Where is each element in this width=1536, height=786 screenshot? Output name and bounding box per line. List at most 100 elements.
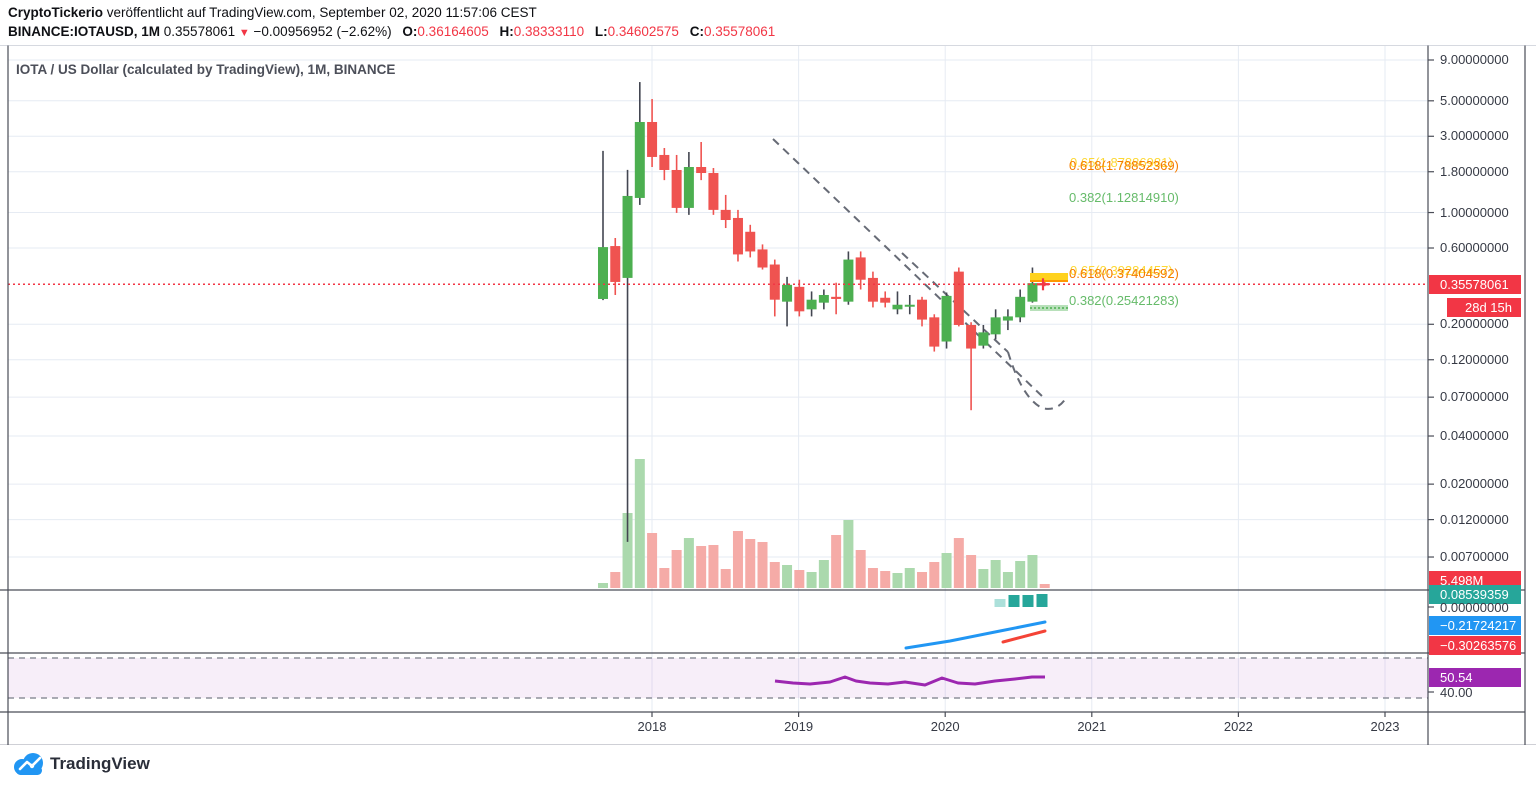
- candle-body: [806, 299, 817, 310]
- candlestick-series: [598, 82, 1050, 542]
- histogram-bar: [1022, 595, 1034, 607]
- price-axis-badge: −0.30263576: [1429, 635, 1521, 655]
- candle-body: [904, 304, 915, 307]
- symbol-line: BINANCE:IOTAUSD, 1M 0.35578061 ▼ −0.0095…: [8, 24, 775, 39]
- fib-retracement-drawing[interactable]: [1030, 273, 1068, 311]
- year-label[interactable]: 2021: [1077, 719, 1107, 734]
- rsi-band: [8, 657, 1428, 699]
- close-label: C:: [689, 24, 704, 39]
- fib-label-upper-065[interactable]: 0.65(1.87886981): [1070, 155, 1173, 170]
- volume-bar: [892, 573, 903, 588]
- candle-body: [917, 299, 928, 320]
- current-price-line: [8, 278, 1428, 291]
- candle-body: [683, 167, 694, 208]
- candle-body: [598, 247, 608, 299]
- indicator-pane-2: [904, 594, 1048, 650]
- year-label[interactable]: 2018: [637, 719, 667, 734]
- axis-ticks: [651, 59, 1434, 717]
- fib-label-lower-065[interactable]: 0.65(0.39284457): [1070, 263, 1173, 278]
- candle-body: [990, 317, 1001, 335]
- volume-bar: [598, 583, 608, 588]
- down-arrow-icon: ▼: [238, 27, 250, 39]
- volume-bar: [867, 568, 878, 588]
- indicator-red-line: [1001, 629, 1047, 644]
- volume-bar: [855, 550, 866, 588]
- candle-body: [696, 167, 707, 174]
- candle-body: [978, 332, 989, 346]
- volume-bar: [990, 560, 1001, 588]
- high-label: H:: [499, 24, 514, 39]
- brand-name[interactable]: TradingView: [50, 754, 150, 773]
- price-tick-label: 0.04000000: [1440, 428, 1509, 443]
- year-label[interactable]: 2019: [784, 719, 814, 734]
- fib-label-upper-0382[interactable]: 0.382(1.12814910): [1069, 190, 1179, 205]
- candle-body: [720, 209, 731, 221]
- volume-bar: [622, 513, 633, 588]
- candle-body: [831, 296, 842, 299]
- year-label[interactable]: 2020: [930, 719, 960, 734]
- volume-bar: [1002, 572, 1013, 588]
- volume-bar: [769, 562, 780, 588]
- price-tick-label: 0.60000000: [1440, 240, 1509, 255]
- candle-body: [929, 317, 940, 347]
- histogram-bar: [994, 599, 1006, 607]
- price-axis-badge: 50.54: [1429, 667, 1521, 687]
- candle-body: [818, 294, 829, 303]
- open-label: O:: [402, 24, 418, 39]
- indicator-blue-line: [904, 620, 1047, 650]
- open-value: 0.36164605: [417, 24, 489, 39]
- candle-body: [953, 271, 964, 325]
- falling-wedge-drawing[interactable]: [772, 138, 1067, 410]
- candle-body: [855, 257, 866, 280]
- volume-bar: [929, 562, 940, 588]
- histogram-bar: [1008, 595, 1020, 607]
- volume-bar: [818, 560, 829, 588]
- chart-title: IOTA / US Dollar (calculated by TradingV…: [16, 62, 396, 77]
- volume-bar: [647, 533, 658, 588]
- candle-body: [757, 249, 768, 268]
- price-tick-label: 3.00000000: [1440, 128, 1509, 144]
- fib-label-upper-0618[interactable]: 0.618(1.78852369): [1069, 158, 1179, 173]
- price-tick-label: 5.00000000: [1440, 92, 1509, 108]
- price-axis-badge: 28d 15h: [1447, 297, 1521, 317]
- candle-body: [671, 169, 682, 208]
- low-value: 0.34602575: [607, 24, 679, 39]
- price-tick-label: 0.02000000: [1440, 476, 1509, 492]
- candle-body: [794, 286, 805, 312]
- close-value: 0.35578061: [703, 24, 776, 39]
- symbol-name: BINANCE:IOTAUSD, 1M: [8, 24, 161, 39]
- histogram-bar: [1036, 594, 1048, 607]
- low-label: L:: [594, 24, 608, 39]
- volume-bar: [696, 546, 707, 588]
- rsi-line: [774, 675, 1045, 687]
- price-tick-label: 0.20000000: [1440, 316, 1509, 332]
- volume-bar: [843, 520, 854, 588]
- year-label[interactable]: 2022: [1223, 719, 1253, 734]
- price-change: −0.00956952 (−2.62%): [253, 24, 392, 39]
- volume-bar: [806, 572, 817, 588]
- candle-body: [610, 246, 621, 282]
- volume-bar: [745, 539, 756, 588]
- volume-bar: [941, 553, 952, 588]
- volume-bar: [659, 568, 670, 588]
- volume-bar: [757, 542, 768, 588]
- volume-bar: [782, 565, 793, 588]
- candle-body: [1015, 296, 1026, 318]
- candle-body: [892, 304, 903, 310]
- candle-body: [941, 295, 952, 342]
- candle-body: [708, 173, 719, 210]
- pane-borders: [0, 45, 1536, 746]
- price-tick-label: 0.01200000: [1440, 511, 1509, 527]
- candle-body: [867, 277, 878, 302]
- fib-label-lower-0382[interactable]: 0.382(0.25421283): [1069, 293, 1179, 308]
- price-tick-label: 9.00000000: [1440, 52, 1509, 67]
- high-value: 0.38333110: [513, 24, 585, 39]
- footer: TradingView: [0, 745, 1536, 786]
- volume-bar: [794, 570, 805, 588]
- volume-bar: [1039, 584, 1050, 588]
- fib-label-lower-0618[interactable]: 0.618(0.37404592): [1069, 266, 1179, 281]
- tradingview-logo-icon[interactable]: [12, 750, 46, 780]
- volume-bar: [904, 568, 915, 588]
- year-label[interactable]: 2023: [1370, 719, 1400, 734]
